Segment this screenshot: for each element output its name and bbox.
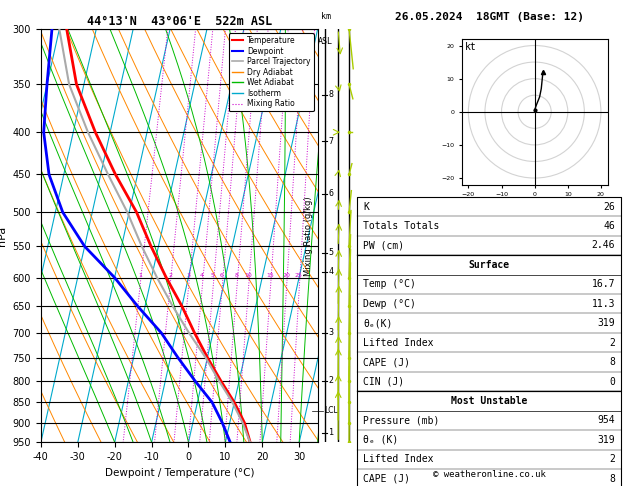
- Text: CIN (J): CIN (J): [363, 377, 404, 386]
- Text: Totals Totals: Totals Totals: [363, 221, 440, 231]
- Text: 3: 3: [328, 329, 333, 337]
- Text: 4: 4: [200, 273, 204, 278]
- Text: LCL: LCL: [325, 406, 338, 415]
- Text: 26: 26: [603, 202, 615, 211]
- Text: 2: 2: [168, 273, 172, 278]
- Text: 10: 10: [244, 273, 252, 278]
- Text: 2.46: 2.46: [591, 241, 615, 250]
- Text: 319: 319: [598, 318, 615, 328]
- Text: 16.7: 16.7: [591, 279, 615, 289]
- Text: Mixing Ratio (g/kg): Mixing Ratio (g/kg): [304, 196, 313, 276]
- Text: 6: 6: [328, 190, 333, 198]
- Text: K: K: [363, 202, 369, 211]
- Text: 8: 8: [235, 273, 238, 278]
- Text: θₑ (K): θₑ (K): [363, 435, 398, 445]
- Text: 5: 5: [211, 273, 215, 278]
- Text: θₑ(K): θₑ(K): [363, 318, 392, 328]
- Text: CAPE (J): CAPE (J): [363, 357, 410, 367]
- Text: Lifted Index: Lifted Index: [363, 454, 433, 464]
- Text: 26.05.2024  18GMT (Base: 12): 26.05.2024 18GMT (Base: 12): [394, 12, 584, 22]
- Text: 954: 954: [598, 416, 615, 425]
- Text: kt: kt: [465, 42, 476, 52]
- Text: Lifted Index: Lifted Index: [363, 338, 433, 347]
- Title: 44°13'N  43°06'E  522m ASL: 44°13'N 43°06'E 522m ASL: [87, 15, 272, 28]
- Text: 46: 46: [603, 221, 615, 231]
- Text: 8: 8: [609, 474, 615, 484]
- Text: 25: 25: [294, 273, 303, 278]
- Text: 20: 20: [282, 273, 290, 278]
- Text: Temp (°C): Temp (°C): [363, 279, 416, 289]
- Text: 2: 2: [609, 338, 615, 347]
- Text: 1: 1: [328, 428, 333, 437]
- Text: Pressure (mb): Pressure (mb): [363, 416, 440, 425]
- X-axis label: Dewpoint / Temperature (°C): Dewpoint / Temperature (°C): [104, 468, 254, 478]
- Text: Most Unstable: Most Unstable: [451, 396, 527, 406]
- Text: 2: 2: [328, 376, 333, 385]
- Text: Dewp (°C): Dewp (°C): [363, 299, 416, 309]
- Text: 7: 7: [328, 137, 333, 146]
- Text: CAPE (J): CAPE (J): [363, 474, 410, 484]
- Y-axis label: hPa: hPa: [0, 226, 7, 246]
- Text: 15: 15: [266, 273, 274, 278]
- Legend: Temperature, Dewpoint, Parcel Trajectory, Dry Adiabat, Wet Adiabat, Isotherm, Mi: Temperature, Dewpoint, Parcel Trajectory…: [229, 33, 314, 111]
- Text: 6: 6: [220, 273, 224, 278]
- Text: 3: 3: [187, 273, 191, 278]
- Text: 8: 8: [328, 90, 333, 99]
- Text: ASL: ASL: [318, 37, 333, 47]
- Text: 1: 1: [138, 273, 142, 278]
- Text: 11.3: 11.3: [591, 299, 615, 309]
- Text: 8: 8: [609, 357, 615, 367]
- Text: 0: 0: [609, 377, 615, 386]
- Text: km: km: [321, 12, 330, 21]
- Text: 2: 2: [609, 454, 615, 464]
- Text: © weatheronline.co.uk: © weatheronline.co.uk: [433, 469, 545, 479]
- Text: Surface: Surface: [469, 260, 509, 270]
- Text: PW (cm): PW (cm): [363, 241, 404, 250]
- Text: 319: 319: [598, 435, 615, 445]
- Text: 5: 5: [328, 248, 333, 258]
- Text: 4: 4: [328, 267, 333, 276]
